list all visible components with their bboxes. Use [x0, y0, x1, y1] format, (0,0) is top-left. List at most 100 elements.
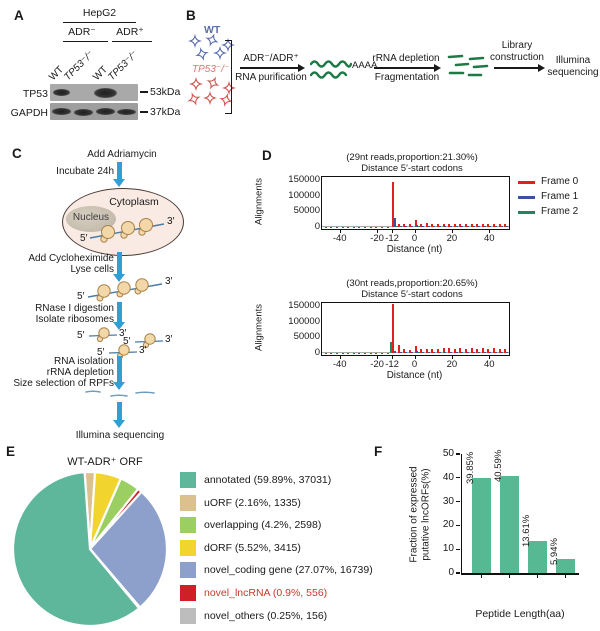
- step3-top-label: Library construction: [490, 40, 544, 63]
- histogram-bar: [493, 348, 495, 353]
- f-y-axis: [460, 454, 462, 574]
- step2-bottom-label: Fragmentation: [374, 72, 440, 83]
- histogram-bar: [403, 223, 406, 227]
- x-tick-label: -20: [370, 233, 384, 244]
- histogram-bar: [380, 352, 383, 353]
- histogram-bar: [442, 223, 445, 227]
- histogram-bar: [393, 351, 396, 353]
- histogram-bar: [399, 351, 402, 353]
- x-tick-label: 20: [446, 233, 458, 244]
- arrow-down: [113, 252, 125, 282]
- y-tick-label: 100000: [288, 315, 320, 327]
- step1-bottom-label: RNA purification: [235, 72, 307, 83]
- histogram-bar: [392, 181, 395, 227]
- panel-e-label: E: [6, 444, 16, 459]
- step-incubate: Incubate 24h: [56, 166, 114, 177]
- cell-line-underline: [63, 22, 136, 24]
- x-tick-label: 40: [484, 359, 495, 370]
- histogram-bar: [472, 351, 475, 353]
- group-underline: [112, 41, 152, 43]
- y-tick-mark: [456, 453, 460, 455]
- histogram-bar: [433, 225, 436, 227]
- histogram-bar: [476, 223, 479, 227]
- gapdh-band: [117, 108, 136, 115]
- x-tick-label: -40: [332, 359, 347, 370]
- legend-line: [518, 196, 535, 199]
- x-tick-label: 20: [446, 359, 458, 370]
- legend-swatch: [180, 494, 196, 511]
- three-prime-label: 3′: [167, 216, 175, 227]
- five-prime-label: 5′: [77, 291, 85, 302]
- western-blot-gapdh: [50, 103, 138, 120]
- three-prime-label: 3′: [139, 345, 147, 356]
- y-tick-label: 40: [442, 471, 454, 483]
- legend-label: Frame 2: [541, 206, 579, 217]
- histogram-bar: [403, 348, 406, 353]
- histogram-bar: [483, 351, 486, 353]
- histogram-bar: [418, 352, 421, 353]
- y-axis-label: Alignments: [253, 304, 265, 351]
- illumina-sequencing-label: Illumina sequencing: [547, 55, 599, 78]
- pie-legend: annotated (59.89%, 37031) uORF (2.16%, 13…: [180, 471, 395, 629]
- western-blot-tp53: [50, 84, 138, 101]
- x-tick-mark: [451, 355, 454, 359]
- histogram-bar: [459, 348, 462, 353]
- arrow-right: [240, 64, 305, 71]
- tp53ko-cells-label: TP53⁻/⁻: [192, 64, 230, 75]
- step-illumina-sequencing: Illumina sequencing: [75, 430, 165, 441]
- bar-value-label: 39.85%: [465, 451, 476, 485]
- panel-c-label: C: [12, 146, 22, 161]
- bar-[0,50): [472, 478, 491, 573]
- histogram-bar: [438, 225, 441, 227]
- gapdh-band: [52, 108, 71, 115]
- x-tick-label: -12: [385, 359, 399, 370]
- orf-pie-chart: [11, 470, 169, 628]
- y-axis-label: Alignments: [253, 178, 265, 225]
- x-tick-mark: [339, 229, 341, 233]
- legend-item: novel_coding gene (27.07%, 16739): [180, 561, 395, 583]
- blot-row-tp53-label: TP53: [22, 88, 48, 100]
- histogram-bar: [427, 351, 430, 353]
- legend-swatch: [180, 562, 196, 579]
- histogram-bar: [431, 348, 434, 353]
- x-axis-label: Distance (nt): [386, 370, 443, 381]
- legend-item: novel_lncRNA (0.9%, 556): [180, 584, 395, 606]
- legend-swatch: [180, 539, 196, 556]
- histogram-bar: [498, 224, 501, 227]
- arrow-right: [494, 64, 545, 71]
- histogram-bar: [478, 225, 481, 227]
- five-prime-label: 5′: [80, 233, 88, 244]
- histogram-bar: [390, 342, 393, 353]
- f-ylabel-line1: Fraction of expressed: [408, 466, 420, 563]
- mrna-wavy-lines: [310, 60, 352, 79]
- step-rna-isolation: RNA isolation: [53, 356, 114, 367]
- polysome: [87, 278, 163, 302]
- y-tick-label: 150000: [288, 300, 320, 311]
- histogram-bar: [504, 224, 507, 227]
- legend-label: uORF (2.16%, 1335): [204, 496, 301, 509]
- bracket: [231, 40, 233, 114]
- group-underline: [63, 41, 108, 43]
- histogram-bar: [459, 223, 462, 227]
- five-prime-label: 5′: [123, 336, 131, 347]
- bracket: [225, 40, 232, 42]
- blot-row-gapdh-label: GAPDH: [10, 107, 48, 119]
- legend-label: annotated (59.89%, 37031): [204, 474, 332, 486]
- histogram-bar: [481, 223, 484, 227]
- legend-swatch: [180, 472, 196, 488]
- legend-label: novel_coding gene (27.07%, 16739): [204, 564, 373, 577]
- chart-title-line2: Distance 5′-start codons: [361, 163, 463, 174]
- panel-b-label: B: [186, 8, 196, 23]
- y-tick-label: 30: [442, 495, 454, 507]
- bar-[150,350): [556, 558, 575, 573]
- marker-dash: [140, 111, 148, 113]
- histogram-bar: [493, 224, 495, 227]
- arrow-down: [113, 302, 125, 330]
- histogram-bar: [416, 351, 419, 353]
- histogram-plot: [321, 176, 510, 230]
- ribo-chart-30nt: (30nt reads,proportion:20.65%) Distance …: [252, 278, 600, 388]
- histogram-bar: [461, 351, 464, 353]
- histogram-bar: [416, 225, 419, 227]
- histogram-bar: [393, 217, 396, 227]
